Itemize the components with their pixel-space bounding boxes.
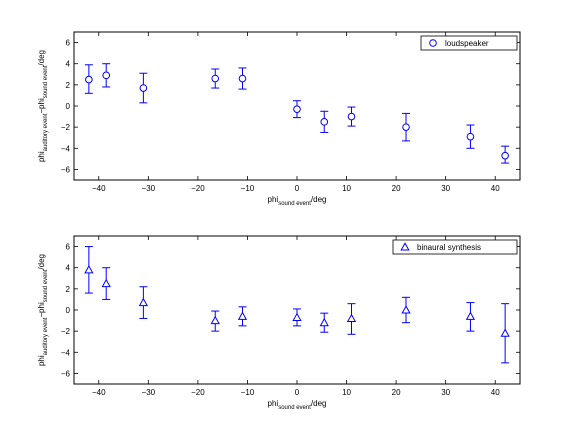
x-tick-label: 30 [441, 388, 450, 397]
y-tick-label: −6 [61, 165, 71, 174]
x-tick-label: −20 [191, 184, 205, 193]
triangle-marker [237, 311, 248, 320]
legend: loudspeaker [420, 35, 518, 51]
triangle-marker [346, 313, 357, 322]
x-axis-label: phisound event/deg [268, 195, 327, 207]
data-point [84, 64, 93, 94]
triangle-marker [465, 311, 476, 320]
data-point [211, 68, 220, 89]
circle-marker [238, 74, 247, 83]
data-point [210, 310, 220, 332]
data-point [102, 63, 111, 88]
circle-marker [347, 112, 356, 121]
x-tick-label: −40 [92, 388, 106, 397]
x-tick-label: −40 [92, 184, 106, 193]
triangle-marker [138, 297, 149, 307]
data-point [319, 312, 329, 333]
x-tick-label: −20 [191, 388, 205, 397]
x-tick-label: 0 [295, 184, 300, 193]
x-tick-label: 40 [491, 388, 500, 397]
data-point [500, 303, 510, 364]
y-tick-label: −2 [61, 327, 71, 336]
legend: binaural synthesis [392, 239, 518, 255]
triangle-marker [401, 305, 411, 314]
data-point [238, 67, 247, 90]
y-tick-label: 6 [66, 243, 71, 252]
x-tick-label: 40 [491, 184, 500, 193]
circle-marker [102, 71, 111, 80]
data-point [292, 308, 302, 327]
data-point [401, 296, 411, 324]
legend-triangle-marker [400, 242, 410, 251]
y-tick-label: −2 [61, 123, 71, 132]
data-point [320, 110, 329, 133]
x-tick-label: −10 [241, 388, 255, 397]
data-point [466, 124, 475, 149]
data-point [501, 145, 510, 164]
x-tick-label: 20 [392, 184, 401, 193]
y-tick-label: −4 [61, 348, 71, 357]
y-axis-label: phiauditory event−phisound event/deg [37, 254, 49, 366]
y-tick-label: −6 [61, 369, 71, 378]
legend-box [420, 35, 518, 51]
x-tick-label: 10 [342, 388, 351, 397]
data-point [101, 267, 111, 300]
y-tick-label: 2 [66, 81, 71, 90]
x-tick-label: 20 [392, 388, 401, 397]
legend-box [392, 239, 518, 255]
y-tick-label: 4 [66, 60, 71, 69]
chart-panel-1: −40 −30 −20 −10 0 10 20 30 40−6−4−20246phisound … [37, 31, 521, 207]
triangle-marker [101, 278, 111, 288]
circle-marker [293, 105, 301, 113]
x-tick-label: 30 [441, 184, 450, 193]
triangle-marker [210, 315, 220, 325]
circle-marker [139, 84, 148, 92]
y-tick-label: −4 [61, 144, 71, 153]
legend-label: binaural synthesis [417, 243, 481, 252]
circle-marker [85, 75, 93, 84]
data-point [293, 100, 301, 119]
y-tick-label: 0 [66, 306, 71, 315]
circle-marker [211, 74, 220, 83]
legend-label: loudspeaker [445, 39, 489, 48]
data-point [465, 302, 476, 332]
data-point [347, 106, 356, 127]
circle-marker [402, 123, 410, 131]
triangle-marker [292, 312, 302, 321]
y-tick-label: 0 [66, 102, 71, 111]
chart-panel-2: −40 −30 −20 −10 0 10 20 30 40−6−4−20246phisound … [37, 235, 521, 411]
data-point [346, 303, 357, 335]
y-tick-label: 4 [66, 264, 71, 273]
x-tick-label: 10 [342, 184, 351, 193]
data-point [138, 286, 149, 319]
data-point [84, 246, 94, 294]
x-tick-label: −10 [241, 184, 255, 193]
x-tick-label: −30 [142, 388, 156, 397]
triangle-marker [500, 328, 510, 337]
x-tick-label: 0 [295, 388, 300, 397]
data-point [237, 306, 248, 327]
data-point [402, 112, 411, 142]
x-tick-label: −30 [142, 184, 156, 193]
y-tick-label: 2 [66, 285, 71, 294]
triangle-marker [319, 317, 329, 327]
legend-circle-marker [429, 39, 437, 47]
circle-marker [501, 151, 509, 160]
circle-marker [320, 118, 329, 126]
circle-marker [466, 132, 475, 141]
data-point [139, 72, 148, 104]
y-axis-label: phiauditory event−phisound event/deg [37, 50, 49, 162]
y-tick-label: 6 [66, 39, 71, 48]
triangle-marker [84, 264, 94, 274]
x-axis-label: phisound event/deg [268, 399, 327, 411]
